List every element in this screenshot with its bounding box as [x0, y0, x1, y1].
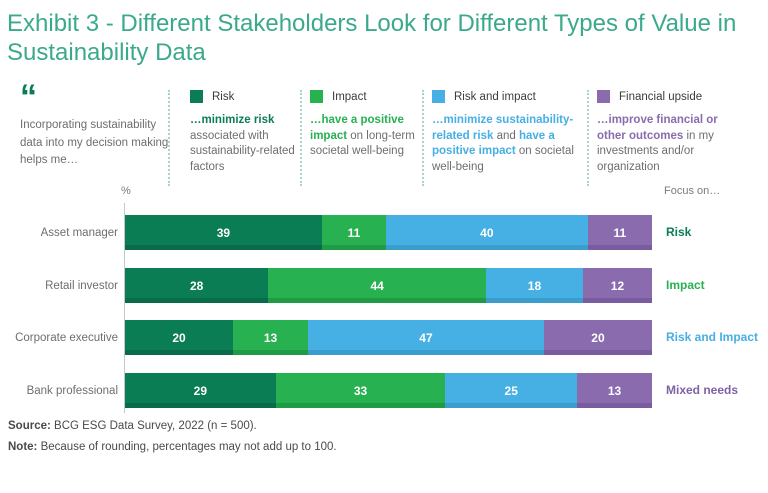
- legend-label: Risk: [212, 90, 235, 103]
- segment-value: 28: [190, 278, 204, 293]
- legend-label: Impact: [332, 90, 367, 103]
- focus-label: Mixed needs: [666, 383, 739, 397]
- quote-icon: “: [20, 78, 37, 116]
- bar-segment-impact: 33: [275, 373, 446, 408]
- quote-text: Incorporating sustainability data into m…: [20, 119, 169, 166]
- legend-header: Risk and impact: [432, 90, 587, 103]
- bar-segment-risk-and-impact: 40: [386, 215, 588, 250]
- segment-value: 13: [607, 383, 622, 398]
- bar-segment-financial-upside: 12: [582, 268, 652, 303]
- focus-label: Risk: [666, 225, 692, 239]
- source-label: Source:: [8, 420, 51, 432]
- bar-segment-risk: 28: [125, 268, 269, 303]
- y-axis-line: [124, 203, 125, 413]
- segment-value: 39: [216, 225, 231, 240]
- percent-axis-label: %: [121, 185, 131, 197]
- legend-item-financial-upside: Financial upside …improve financial or o…: [587, 90, 748, 186]
- bar-segment-financial-upside: 20: [543, 320, 653, 355]
- financial-upside-color-swatch: [597, 90, 610, 103]
- legend-item-risk: Risk …minimize risk associated with sust…: [168, 90, 300, 186]
- segment-value: 25: [504, 383, 518, 398]
- focus-label: Risk and Impact: [666, 330, 759, 344]
- note-text: Because of rounding, percentages may not…: [37, 441, 337, 453]
- exhibit-title: Exhibit 3 - Different Stakeholders Look …: [7, 10, 737, 66]
- stacked-bar: 29 33 25 13: [125, 373, 652, 408]
- legend-header: Risk: [190, 90, 300, 103]
- segment-value: 13: [263, 330, 278, 345]
- bar-segment-risk-and-impact: 47: [308, 320, 544, 355]
- category-label: Retail investor: [45, 279, 118, 292]
- category-label: Bank professional: [26, 384, 118, 397]
- stacked-bar: 28 44 18 12: [125, 268, 652, 303]
- stacked-bar: 39 11 40 11: [125, 215, 652, 250]
- segment-value: 20: [172, 330, 186, 345]
- legend-description: …have a positive impact on long-term soc…: [310, 114, 415, 157]
- bar-segment-risk: 29: [125, 373, 276, 408]
- segment-value: 33: [353, 383, 368, 398]
- focus-on-header: Focus on…: [664, 185, 721, 197]
- segment-value: 40: [480, 225, 494, 240]
- segment-value: 11: [613, 225, 627, 240]
- note-label: Note:: [8, 441, 38, 453]
- bar-segment-financial-upside: 13: [577, 373, 652, 408]
- segment-value: 12: [610, 278, 625, 293]
- bar-segment-risk-and-impact: 25: [445, 373, 578, 408]
- legend-description: …minimize risk associated with sustainab…: [190, 114, 295, 173]
- legend-label: Risk and impact: [454, 90, 536, 103]
- bar-segment-impact: 13: [233, 320, 308, 355]
- risk-and-impact-color-swatch: [432, 90, 445, 103]
- legend-item-impact: Impact …have a positive impact on long-t…: [300, 90, 422, 186]
- legend-item-risk-and-impact: Risk and impact …minimize sustainability…: [422, 90, 587, 186]
- bar-segment-impact: 11: [321, 215, 387, 250]
- source-text: BCG ESG Data Survey, 2022 (n = 500).: [50, 420, 257, 432]
- segment-value: 11: [347, 225, 361, 240]
- bar-segment-risk-and-impact: 18: [486, 268, 583, 303]
- legend-description: …improve financial or other outcomes in …: [597, 114, 718, 173]
- quote-block: “ Incorporating sustainability data into…: [20, 78, 170, 170]
- risk-color-swatch: [190, 90, 203, 103]
- category-label: Corporate executive: [15, 331, 118, 344]
- legend-description: …minimize sustainability-related risk an…: [432, 114, 574, 173]
- segment-value: 29: [193, 383, 208, 398]
- legend-header: Financial upside: [597, 90, 748, 103]
- legend-header: Impact: [310, 90, 422, 103]
- category-label: Asset manager: [40, 226, 118, 239]
- impact-color-swatch: [310, 90, 323, 103]
- segment-value: 18: [527, 278, 542, 293]
- rounding-note: Note: Because of rounding, percentages m…: [8, 441, 337, 453]
- legend-label: Financial upside: [619, 90, 703, 103]
- bar-segment-risk: 39: [125, 215, 322, 250]
- source-note: Source: BCG ESG Data Survey, 2022 (n = 5…: [8, 420, 257, 432]
- bar-segment-risk: 20: [125, 320, 234, 355]
- bar-segment-financial-upside: 11: [587, 215, 652, 250]
- segment-value: 20: [591, 330, 605, 345]
- segment-value: 47: [419, 330, 433, 345]
- focus-label: Impact: [666, 278, 705, 292]
- stacked-bar: 20 13 47 20: [125, 320, 653, 355]
- bar-segment-impact: 44: [268, 268, 486, 303]
- segment-value: 44: [370, 278, 384, 293]
